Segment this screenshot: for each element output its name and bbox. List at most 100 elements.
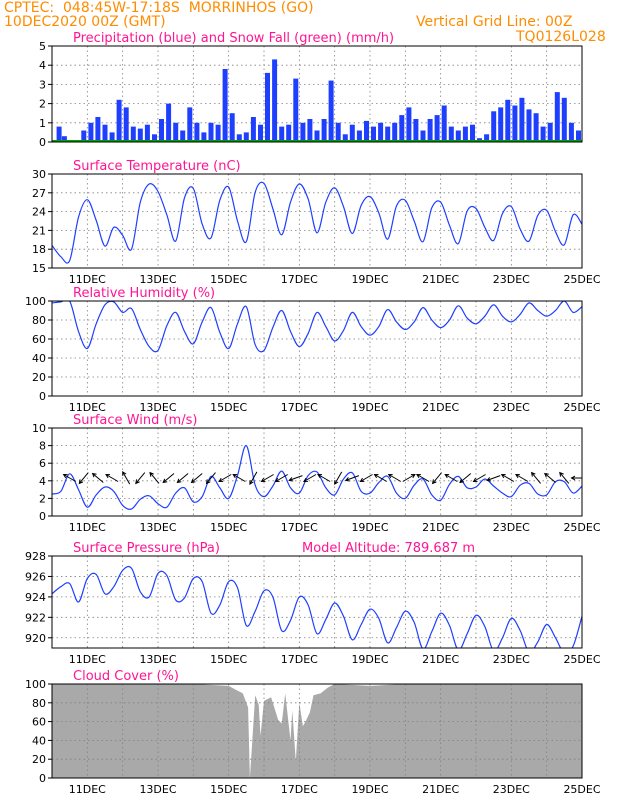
y-tick-label: 1 [39,117,46,130]
precip-bar [109,132,115,142]
wind-arrow [317,473,331,482]
precip-bar [356,130,362,142]
wind-arrow [176,473,189,484]
x-tick-label: 19DEC [351,521,388,534]
x-tick-label: 25DEC [563,273,600,286]
y-tick-label: 40 [32,352,46,365]
x-tick-label: 15DEC [210,783,247,796]
x-tick-label: 23DEC [493,401,530,414]
wind-arrow [249,471,258,486]
panel-plot-area [52,556,582,648]
x-tick-label: 11DEC [69,401,106,414]
precip-bar [166,103,172,142]
precip-bar [258,124,263,142]
wind-arrow [218,474,232,483]
wind-arrow [415,473,430,482]
wind-arrow [162,473,175,484]
x-tick-label: 11DEC [69,783,106,796]
precip-bar [201,132,207,142]
panel-title: Surface Wind (m/s) [73,413,197,428]
precip-bar [399,115,405,142]
y-tick-label: 0 [39,772,46,785]
y-tick-label: 924 [25,591,46,604]
x-tick-label: 13DEC [139,521,176,534]
panel-title: Relative Humidity (%) [73,286,215,301]
wind-arrow [459,473,472,484]
precip-bar [307,119,313,142]
x-tick-label: 11DEC [69,521,106,534]
y-tick-label: 15 [32,262,46,275]
wind-arrow [431,472,442,485]
y-tick-label: 21 [32,224,46,237]
precip-bar [470,124,475,142]
precip-bar [420,130,426,142]
precip-bar [335,122,341,142]
precip-bar [272,59,278,142]
x-tick-label: 17DEC [281,521,318,534]
y-tick-label: 0 [39,136,46,149]
precip-bar [462,126,468,142]
precip-bar [293,78,299,142]
precip-bar [547,122,553,142]
panel-plot-area [52,301,582,396]
precip-bar [116,99,122,142]
x-tick-label: 21DEC [422,273,459,286]
x-tick-label: 19DEC [351,273,388,286]
x-tick-label: 21DEC [422,783,459,796]
precip-bar [95,117,101,142]
precip-bar [512,105,518,142]
precip-bar [123,107,129,142]
precip-bar [413,119,419,142]
y-tick-label: 18 [32,243,46,256]
panel-annotation: Model Altitude: 789.687 m [302,541,475,556]
precip-bar [576,130,581,142]
precip-bar [208,122,214,142]
x-tick-label: 23DEC [493,653,530,666]
wind-arrow [543,472,556,483]
precip-bar [180,130,186,142]
y-tick-label: 0 [39,510,46,523]
header-vertical-grid: Vertical Grid Line: 00Z [416,14,573,30]
precip-bar [194,122,200,142]
x-tick-label: 25DEC [563,783,600,796]
series-line [52,301,582,353]
precip-bar [236,134,242,142]
precip-bar [81,130,87,142]
wind-arrow [260,474,274,483]
x-tick-label: 13DEC [139,653,176,666]
x-tick-label: 13DEC [139,273,176,286]
wind-arrow [359,474,373,483]
wind-arrow [344,475,360,482]
wind-arrow [444,473,458,482]
wind-arrow [232,473,246,482]
x-tick-label: 19DEC [351,783,388,796]
wind-arrow [135,472,146,485]
precip-bar [300,122,306,142]
precip-bar [385,126,391,142]
wind-arrow [570,475,582,481]
y-tick-label: 4 [39,59,46,72]
x-tick-label: 13DEC [139,401,176,414]
wind-arrow [122,470,131,485]
wind-arrow [91,472,104,483]
wind-arrow [559,471,570,484]
precip-bar [286,124,292,142]
x-tick-label: 23DEC [493,783,530,796]
y-tick-label: 928 [25,550,46,563]
series-line [52,565,582,648]
precip-bar [498,107,504,142]
x-tick-label: 23DEC [493,273,530,286]
wind-arrow [334,471,343,486]
wind-arrow [514,473,529,482]
y-tick-label: 40 [32,734,46,747]
x-tick-label: 23DEC [493,521,530,534]
wind-arrow [500,473,515,482]
panel-plot-area [52,174,582,268]
x-tick-label: 17DEC [281,783,318,796]
precip-bar [321,119,327,142]
x-tick-label: 21DEC [422,653,459,666]
x-tick-label: 19DEC [351,653,388,666]
precip-bar [505,99,511,142]
precip-bar [102,124,108,142]
